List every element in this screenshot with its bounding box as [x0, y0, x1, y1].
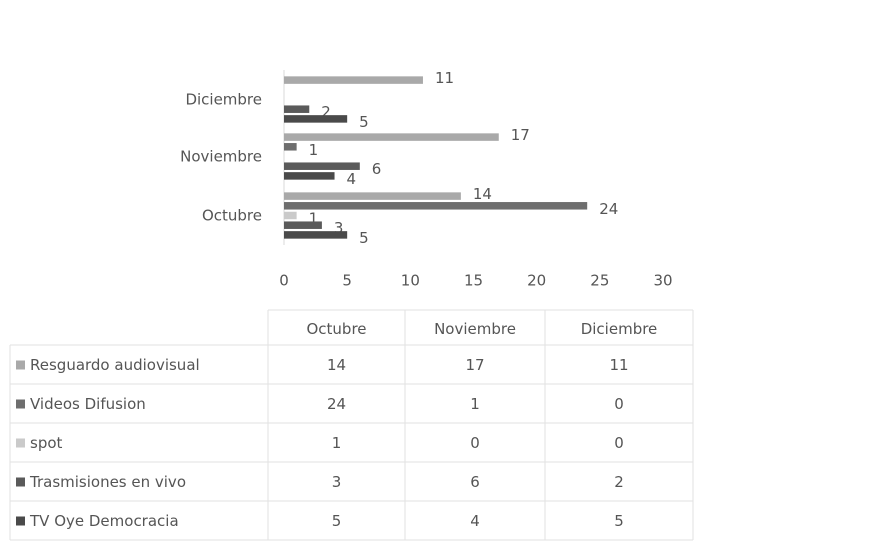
data-label: 6 — [372, 160, 382, 178]
table-cell: 2 — [614, 473, 624, 491]
legend-swatch — [16, 516, 25, 526]
table-cell: 1 — [470, 395, 480, 413]
table-cell: 6 — [470, 473, 480, 491]
data-label: 17 — [511, 126, 530, 144]
table-cell: 0 — [470, 434, 480, 452]
data-label: 3 — [334, 219, 344, 237]
legend-label: TV Oye Democracia — [29, 512, 179, 530]
bar — [284, 143, 297, 151]
x-tick-label: 5 — [342, 272, 352, 290]
table-cell: 3 — [332, 473, 342, 491]
table-header: Octubre — [306, 320, 366, 338]
data-label: 2 — [321, 103, 331, 121]
x-tick-label: 30 — [653, 272, 672, 290]
data-label: 1 — [309, 141, 319, 159]
bar — [284, 202, 588, 210]
data-label: 5 — [359, 113, 369, 131]
table-header: Diciembre — [581, 320, 658, 338]
y-tick-label: Octubre — [202, 207, 262, 225]
x-tick-label: 0 — [279, 272, 289, 290]
bar — [284, 162, 360, 170]
data-label: 5 — [359, 229, 369, 247]
data-label: 24 — [599, 200, 618, 218]
table-cell: 1 — [332, 434, 342, 452]
table-cell: 11 — [609, 356, 628, 374]
table-cell: 0 — [614, 434, 624, 452]
data-label: 1 — [309, 210, 319, 228]
data-label: 4 — [347, 170, 357, 188]
bar — [284, 115, 348, 123]
bar — [284, 172, 335, 180]
table-cell: 5 — [614, 512, 624, 530]
legend-swatch — [16, 438, 25, 448]
legend-swatch — [16, 477, 25, 487]
bar — [284, 231, 348, 239]
y-tick-label: Noviembre — [180, 148, 262, 166]
bar — [284, 105, 310, 113]
table-header: Noviembre — [434, 320, 516, 338]
x-tick-label: 25 — [590, 272, 609, 290]
x-tick-label: 20 — [527, 272, 546, 290]
legend-swatch — [16, 399, 25, 409]
table-cell: 14 — [327, 356, 346, 374]
legend-label: Resguardo audiovisual — [30, 356, 200, 374]
table-cell: 24 — [327, 395, 346, 413]
bar — [284, 133, 499, 141]
table-cell: 4 — [470, 512, 480, 530]
legend-label: Trasmisiones en vivo — [29, 473, 186, 491]
bar — [284, 192, 461, 200]
bar — [284, 221, 322, 229]
bar — [284, 76, 423, 84]
table-cell: 5 — [332, 512, 342, 530]
table-cell: 0 — [614, 395, 624, 413]
legend-label: Videos Difusion — [30, 395, 146, 413]
table-cell: 17 — [465, 356, 484, 374]
bar — [284, 211, 297, 220]
x-tick-label: 10 — [401, 272, 420, 290]
data-label: 14 — [473, 185, 492, 203]
legend-label: spot — [30, 434, 63, 452]
x-tick-label: 15 — [464, 272, 483, 290]
y-tick-label: Diciembre — [185, 91, 262, 109]
data-label: 11 — [435, 69, 454, 87]
legend-swatch — [16, 360, 25, 370]
